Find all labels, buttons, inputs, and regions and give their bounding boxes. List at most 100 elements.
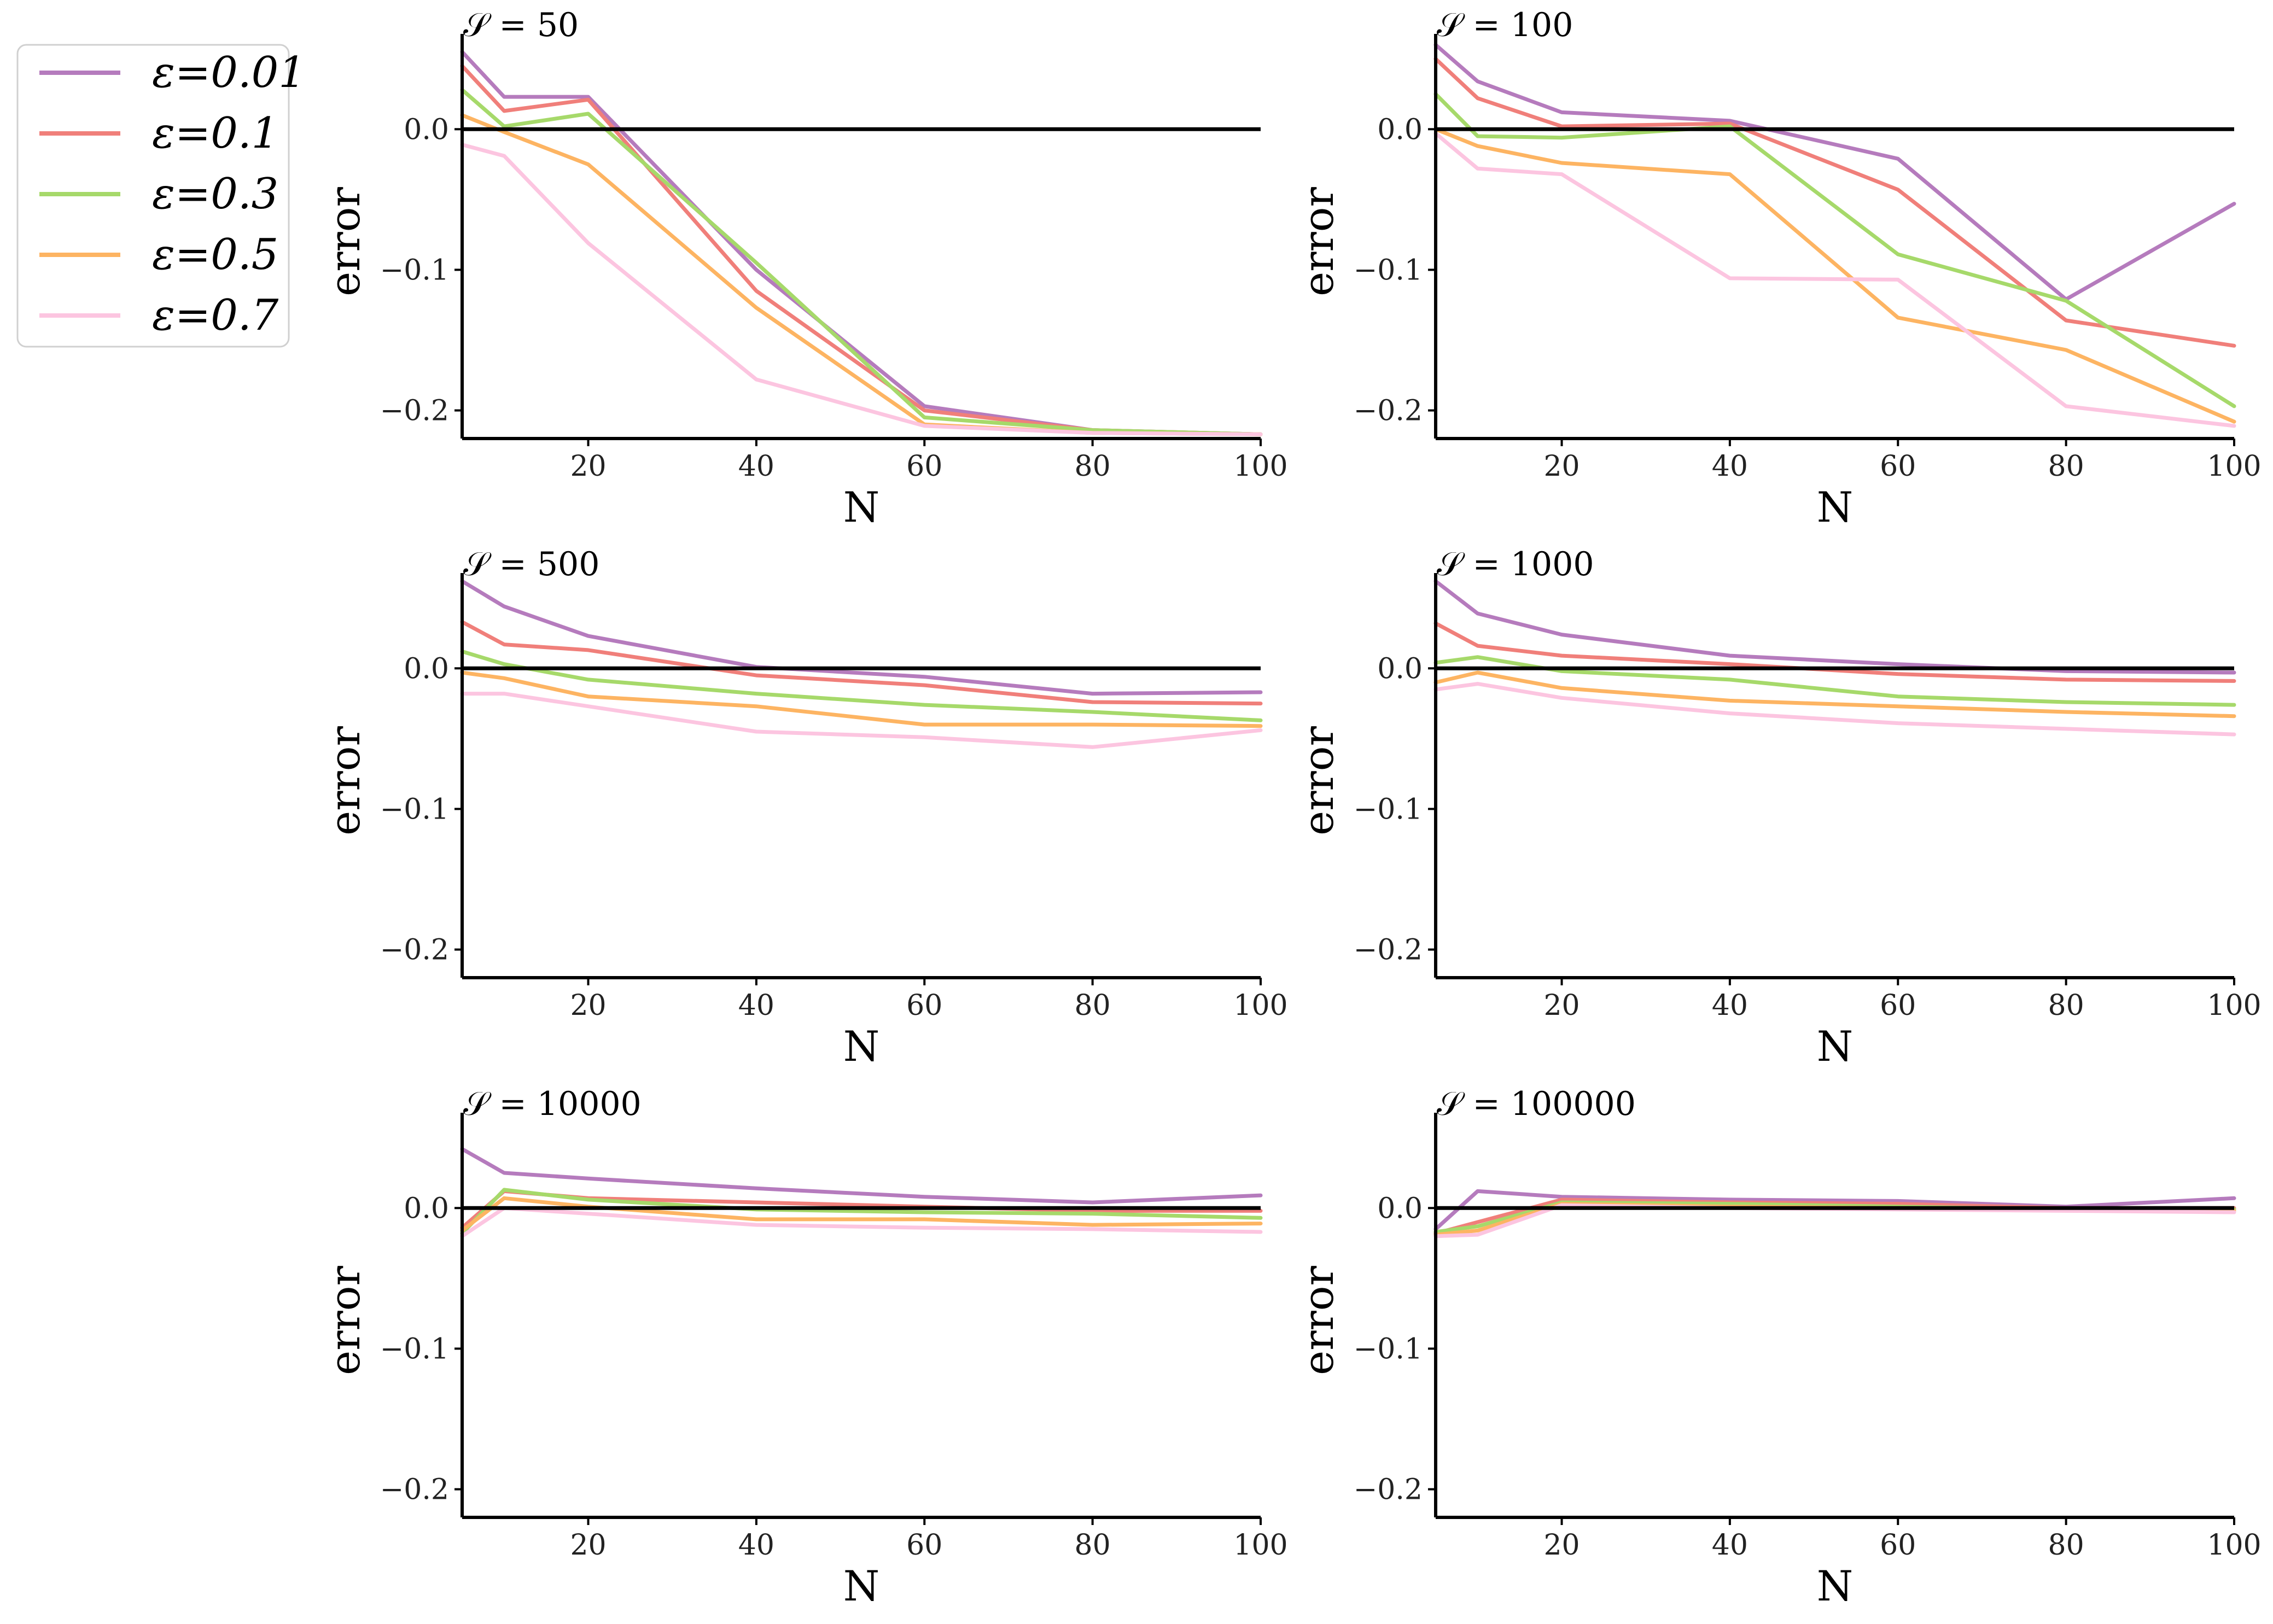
y-tick-label: −0.1 (380, 254, 449, 287)
series-line (460, 670, 1263, 728)
x-tick-label: 20 (570, 1529, 606, 1562)
x-tick-label: 100 (1233, 450, 1287, 483)
y-axis-label: error (1294, 1265, 1343, 1375)
x-tick-label: 20 (1543, 989, 1580, 1022)
y-tick-label: 0.0 (404, 113, 449, 146)
series-line (460, 1196, 1263, 1232)
series-line (1433, 621, 2236, 683)
panel-title: 𝒮 = 500 (463, 545, 599, 583)
panel-title: 𝒮 = 1000 (1437, 545, 1594, 583)
x-tick-label: 40 (738, 1529, 774, 1562)
y-axis-label: error (320, 186, 369, 296)
y-tick-label: −0.2 (1354, 934, 1423, 967)
y-tick-label: 0.0 (404, 652, 449, 685)
x-tick-label: 100 (2207, 1529, 2261, 1562)
x-tick-label: 60 (1880, 450, 1916, 483)
series-line (460, 113, 1263, 436)
series-line (1433, 655, 2236, 707)
y-tick-label: 0.0 (1377, 1192, 1423, 1225)
legend-frame (16, 44, 290, 348)
legend-label: ε=0.3 (152, 170, 278, 219)
legend-label: ε=0.7 (152, 291, 279, 340)
legend: ε=0.01 ε=0.1 ε=0.3 ε=0.5 ε=0.7 (16, 44, 306, 348)
legend-label: ε=0.5 (152, 230, 278, 279)
y-tick-label: −0.2 (380, 934, 449, 967)
series-line (460, 649, 1263, 722)
series-line (460, 620, 1263, 706)
y-tick-label: −0.1 (380, 1333, 449, 1365)
x-tick-label: 60 (1880, 1529, 1916, 1562)
y-tick-label: −0.1 (1354, 793, 1423, 826)
series-line (460, 87, 1263, 436)
x-tick-label: 40 (738, 450, 774, 483)
x-axis-label: N (843, 1562, 880, 1610)
series-line (460, 50, 1263, 436)
x-tick-label: 60 (1880, 989, 1916, 1022)
x-tick-label: 100 (2207, 989, 2261, 1022)
x-tick-label: 100 (1233, 989, 1287, 1022)
y-axis-label: error (1294, 186, 1343, 296)
series-line (1433, 579, 2236, 675)
x-tick-label: 80 (1075, 450, 1111, 483)
y-tick-label: −0.1 (380, 793, 449, 826)
y-axis-label: error (320, 726, 369, 835)
x-tick-label: 80 (2048, 1529, 2084, 1562)
x-tick-label: 80 (2048, 450, 2084, 483)
x-axis-label: N (1817, 483, 1854, 531)
y-tick-label: 0.0 (1377, 652, 1423, 685)
x-tick-label: 80 (1075, 1529, 1111, 1562)
y-axis-label: error (1294, 726, 1343, 835)
y-tick-label: 0.0 (1377, 113, 1423, 146)
series-line (1433, 670, 2236, 718)
series-line (1433, 92, 2236, 408)
y-axis-label: error (320, 1265, 369, 1375)
x-tick-label: 20 (570, 989, 606, 1022)
x-tick-label: 20 (1543, 1529, 1580, 1562)
x-tick-label: 60 (906, 450, 942, 483)
y-tick-label: −0.1 (1354, 254, 1423, 287)
y-tick-label: −0.2 (1354, 395, 1423, 428)
series-line (1433, 127, 2236, 424)
x-axis-label: N (1817, 1562, 1854, 1610)
y-tick-label: −0.2 (1354, 1474, 1423, 1506)
y-tick-label: −0.2 (380, 395, 449, 428)
series-line (460, 692, 1263, 749)
series-line (460, 1147, 1263, 1205)
series-line (1433, 682, 2236, 737)
x-tick-label: 100 (2207, 450, 2261, 483)
x-tick-label: 20 (1543, 450, 1580, 483)
legend-label: ε=0.01 (152, 48, 306, 97)
panel-title: 𝒮 = 10000 (463, 1085, 642, 1123)
y-tick-label: −0.2 (380, 1474, 449, 1506)
x-tick-label: 60 (906, 1529, 942, 1562)
x-tick-label: 40 (1712, 1529, 1748, 1562)
series-line (460, 143, 1263, 436)
x-axis-label: N (843, 483, 880, 531)
panel-title: 𝒮 = 50 (463, 6, 579, 44)
x-tick-label: 80 (1075, 989, 1111, 1022)
panel-title: 𝒮 = 100 (1437, 6, 1573, 44)
x-tick-label: 100 (1233, 1529, 1287, 1562)
x-tick-label: 40 (1712, 450, 1748, 483)
x-axis-label: N (843, 1022, 880, 1071)
x-axis-label: N (1817, 1022, 1854, 1071)
y-tick-label: −0.1 (1354, 1333, 1423, 1365)
x-tick-label: 80 (2048, 989, 2084, 1022)
legend-label: ε=0.1 (152, 109, 278, 158)
series-line (1433, 57, 2236, 348)
series-line (1433, 131, 2236, 428)
y-tick-label: 0.0 (404, 1192, 449, 1225)
x-tick-label: 60 (906, 989, 942, 1022)
x-tick-label: 20 (570, 450, 606, 483)
x-tick-label: 40 (1712, 989, 1748, 1022)
panel-title: 𝒮 = 100000 (1437, 1085, 1636, 1123)
x-tick-label: 40 (738, 989, 774, 1022)
